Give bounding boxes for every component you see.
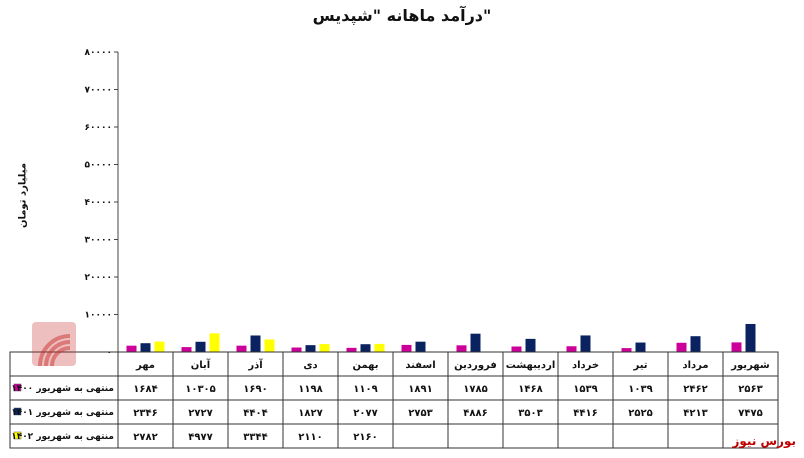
- legend-swatch: [13, 407, 22, 416]
- data-label: ۱۸۲۷: [298, 408, 322, 419]
- data-label: ۲۰۷۷: [353, 408, 377, 419]
- y-tick-label: ۸۰۰۰۰: [85, 48, 112, 58]
- data-label: ۴۴۰۴: [243, 408, 267, 419]
- category-label: آبان: [191, 358, 211, 371]
- bar: [745, 323, 756, 352]
- data-label: ۱۰۳۹: [628, 384, 652, 395]
- data-label: ۱۶۹۰: [243, 384, 267, 395]
- bar: [319, 344, 330, 352]
- bar: [415, 341, 426, 352]
- bar: [154, 341, 165, 352]
- bar: [525, 338, 536, 352]
- data-label: ۱۵۳۹: [573, 384, 597, 395]
- data-label: ۱۷۸۵: [463, 384, 487, 395]
- series-name: منتهی به شهریور ۱۴۰۰: [11, 384, 114, 394]
- category-label: تیر: [632, 360, 647, 371]
- watermark-logo-icon: [32, 322, 76, 367]
- data-label: ۴۴۱۶: [573, 408, 597, 419]
- bar: [456, 345, 467, 352]
- data-label: ۲۵۲۵: [628, 408, 652, 419]
- bar: [236, 345, 247, 352]
- data-label: ۱۱۰۹: [353, 384, 377, 395]
- bar: [195, 341, 206, 352]
- data-label: ۲۷۲۷: [188, 408, 212, 419]
- chart-title: درآمد ماهانه "شپدیس": [312, 6, 492, 25]
- bar: [580, 335, 591, 352]
- y-tick-label: ۶۰۰۰۰: [85, 123, 112, 133]
- data-label: ۲۵۶۳: [738, 384, 762, 395]
- data-label: ۲۷۵۳: [408, 408, 432, 419]
- bar: [374, 343, 385, 352]
- bar: [676, 342, 687, 352]
- data-label: ۱۴۶۸: [518, 384, 542, 395]
- category-label: مرداد: [682, 360, 708, 371]
- data-label: ۳۵۰۳: [518, 408, 542, 419]
- bar: [250, 335, 261, 352]
- y-tick-label: ۷۰۰۰۰: [85, 86, 112, 96]
- bar: [181, 347, 192, 352]
- bar: [264, 339, 275, 352]
- y-tick-label: ۳۰۰۰۰: [85, 236, 112, 246]
- category-label: مهر: [135, 360, 155, 371]
- category-label: اسفند: [405, 360, 435, 371]
- data-label: ۱۱۹۸: [298, 384, 322, 395]
- bar: [566, 346, 577, 352]
- category-label: خرداد: [572, 360, 599, 371]
- data-label: ۴۲۱۳: [683, 408, 707, 419]
- legend-swatch: [13, 431, 22, 440]
- bar: [470, 333, 481, 352]
- data-label: ۲۱۶۰: [353, 432, 377, 443]
- series-name: منتهی به شهریور ۱۴۰۲: [11, 432, 114, 442]
- data-label: ۴۹۷۷: [188, 432, 212, 443]
- y-tick-label: ۱۰۰۰۰: [85, 311, 112, 321]
- bar: [209, 333, 220, 352]
- data-label: ۳۳۴۴: [243, 432, 267, 443]
- y-tick-label: ۲۰۰۰۰: [85, 273, 112, 283]
- brand-label: بورس نیوز: [732, 434, 796, 448]
- category-label: اردیبهشت: [506, 360, 556, 371]
- bar: [305, 345, 316, 352]
- data-label: ۲۷۸۲: [133, 432, 157, 443]
- y-tick-label: ۵۰۰۰۰: [85, 161, 112, 171]
- bar: [621, 348, 632, 352]
- bar: [731, 342, 742, 352]
- category-label: شهریور: [730, 360, 770, 371]
- bar: [401, 344, 412, 352]
- bar: [511, 346, 522, 352]
- data-label: ۱۶۸۴: [133, 384, 157, 395]
- category-label: بهمن: [352, 360, 378, 371]
- series-name: منتهی به شهریور ۱۴۰۱: [11, 408, 114, 418]
- category-label: آذر: [247, 358, 263, 371]
- category-label: دی: [303, 360, 317, 371]
- y-tick-label: ۰: [107, 348, 113, 358]
- bar: [690, 336, 701, 352]
- y-tick-label: ۴۰۰۰۰: [85, 198, 112, 208]
- data-label: ۲۳۴۶: [133, 408, 157, 419]
- data-label: ۱۸۹۱: [408, 384, 432, 395]
- data-label: ۴۸۸۶: [463, 408, 487, 419]
- bar: [360, 344, 371, 352]
- legend-swatch: [13, 383, 22, 392]
- data-label: ۱۰۳۰۵: [185, 384, 216, 395]
- data-label: ۷۴۷۵: [738, 408, 762, 419]
- bar: [291, 347, 302, 352]
- data-label: ۲۱۱۰: [298, 432, 322, 443]
- bar: [635, 342, 646, 352]
- bar: [346, 347, 357, 352]
- bar: [126, 345, 137, 352]
- data-label: ۲۴۶۲: [683, 384, 707, 395]
- bar: [140, 343, 151, 352]
- category-label: فروردین: [454, 360, 497, 371]
